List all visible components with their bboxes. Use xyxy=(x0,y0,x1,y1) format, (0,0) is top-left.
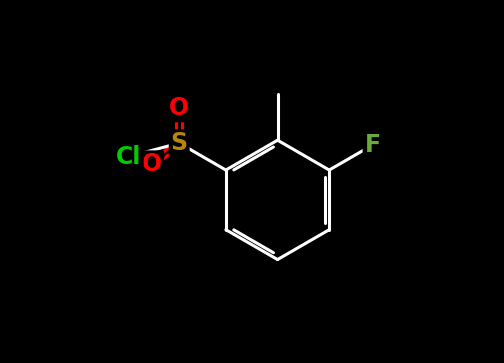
Text: S: S xyxy=(171,131,188,155)
Text: O: O xyxy=(142,152,162,176)
Text: O: O xyxy=(169,97,190,121)
Text: F: F xyxy=(364,133,381,157)
Text: Cl: Cl xyxy=(116,144,142,168)
